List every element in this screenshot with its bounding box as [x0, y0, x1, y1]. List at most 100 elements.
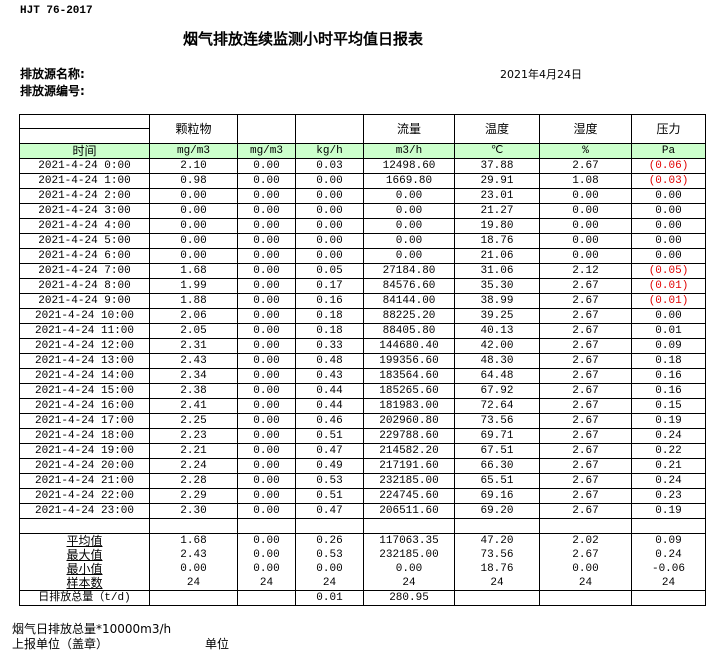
table-row: 2021-4-24 0:00 2.10 0.00 0.03 12498.60 37.88 2… — [19, 158, 706, 174]
cell: 0.00 — [237, 158, 296, 174]
cell: 2.34 — [149, 368, 238, 384]
cell: 0.48 — [295, 353, 364, 369]
cell: 0.00 — [237, 413, 296, 429]
row-label: 2021-4-24 15:00 — [19, 383, 150, 399]
cell: 0.00 — [237, 503, 296, 519]
unit-label: 单位 — [205, 637, 230, 651]
cell: 2.28 — [149, 473, 238, 489]
row-label: 2021-4-24 10:00 — [19, 308, 150, 324]
cell: 0.00 — [631, 218, 706, 234]
cell: 0.00 — [237, 443, 296, 459]
cell: 24 — [363, 576, 455, 591]
cell: 1.68 — [149, 533, 238, 548]
cell: 2.43 — [149, 548, 238, 562]
cell: 0.00 — [237, 278, 296, 294]
cell: 18.76 — [454, 233, 540, 249]
row-label: 2021-4-24 20:00 — [19, 458, 150, 474]
blank-row — [19, 518, 706, 534]
row-label: 2021-4-24 5:00 — [19, 233, 150, 249]
cell: 0.24 — [631, 428, 706, 444]
cell — [454, 590, 540, 606]
cell: 2.12 — [539, 263, 632, 279]
cell: 2.30 — [149, 503, 238, 519]
cell: 0.22 — [631, 443, 706, 459]
cell: 0.05 — [295, 263, 364, 279]
cell: 24 — [631, 576, 706, 591]
cell: 224745.60 — [363, 488, 455, 504]
row-label: 2021-4-24 19:00 — [19, 443, 150, 459]
cell: 206511.60 — [363, 503, 455, 519]
cell: 0.00 — [363, 562, 455, 576]
cell: 84576.60 — [363, 278, 455, 294]
summary-row: 样本数 24 24 24 24 24 24 24 — [19, 576, 706, 591]
cell: 19.80 — [454, 218, 540, 234]
cell: 0.24 — [631, 548, 706, 562]
cell: 0.19 — [631, 503, 706, 519]
table-row: 2021-4-24 20:00 2.24 0.00 0.49 217191.60 66.3… — [19, 458, 706, 474]
cell: 0.00 — [237, 548, 296, 562]
cell: 0.00 — [237, 533, 296, 548]
cell: 0.00 — [539, 203, 632, 219]
cell: 181983.00 — [363, 398, 455, 414]
cell: 温度 — [454, 114, 540, 144]
cell: ℃ — [454, 143, 540, 159]
cell: 67.92 — [454, 383, 540, 399]
cell: 2.67 — [539, 323, 632, 339]
row-label: 时间 — [19, 143, 150, 159]
cell: 69.71 — [454, 428, 540, 444]
cell: % — [539, 143, 632, 159]
row-label: 2021-4-24 9:00 — [19, 293, 150, 309]
cell: 66.30 — [454, 458, 540, 474]
row-label: 2021-4-24 18:00 — [19, 428, 150, 444]
cell: 0.00 — [631, 233, 706, 249]
cell: 29.91 — [454, 173, 540, 189]
table-row: 2021-4-24 23:00 2.30 0.00 0.47 206511.60 69.2… — [19, 503, 706, 519]
cell: 0.00 — [237, 338, 296, 354]
cell: 0.16 — [295, 293, 364, 309]
row-label: 2021-4-24 14:00 — [19, 368, 150, 384]
cell — [295, 518, 364, 534]
cell: 0.43 — [295, 368, 364, 384]
row-label: 2021-4-24 0:00 — [19, 158, 150, 174]
cell — [237, 114, 296, 144]
cell: 0.00 — [295, 188, 364, 204]
cell: 2.67 — [539, 383, 632, 399]
reporter-label: 上报单位（盖章） — [12, 637, 109, 651]
cell: 0.21 — [631, 458, 706, 474]
cell: 2.67 — [539, 458, 632, 474]
cell: 64.48 — [454, 368, 540, 384]
cell: Pa — [631, 143, 706, 159]
cell: 2.21 — [149, 443, 238, 459]
cell: 0.15 — [631, 398, 706, 414]
cell: 280.95 — [363, 590, 455, 606]
cell: 24 — [539, 576, 632, 591]
cell: 2.67 — [539, 503, 632, 519]
cell: 0.00 — [237, 188, 296, 204]
row-label: 2021-4-24 13:00 — [19, 353, 150, 369]
cell: 0.00 — [237, 383, 296, 399]
row-label: 2021-4-24 3:00 — [19, 203, 150, 219]
cell: 0.00 — [237, 323, 296, 339]
cell: 0.00 — [149, 188, 238, 204]
cell: 2.67 — [539, 473, 632, 489]
cell: 183564.60 — [363, 368, 455, 384]
cell: 229788.60 — [363, 428, 455, 444]
cell: 39.25 — [454, 308, 540, 324]
row-label: 2021-4-24 21:00 — [19, 473, 150, 489]
row-label: 2021-4-24 11:00 — [19, 323, 150, 339]
row-label: 2021-4-24 6:00 — [19, 248, 150, 264]
table-row: 2021-4-24 18:00 2.23 0.00 0.51 229788.60 69.7… — [19, 428, 706, 444]
cell: 27184.80 — [363, 263, 455, 279]
cell: 湿度 — [539, 114, 632, 144]
cell: (0.01) — [631, 278, 706, 294]
cell: 2.67 — [539, 428, 632, 444]
cell: 0.00 — [237, 398, 296, 414]
row-label: 2021-4-24 23:00 — [19, 503, 150, 519]
cell: 48.30 — [454, 353, 540, 369]
cell: 0.00 — [237, 488, 296, 504]
table-row: 2021-4-24 7:00 1.68 0.00 0.05 27184.80 31.06 2… — [19, 263, 706, 279]
cell: 0.24 — [631, 473, 706, 489]
cell: 0.00 — [363, 203, 455, 219]
cell: 1.68 — [149, 263, 238, 279]
cell: 35.30 — [454, 278, 540, 294]
